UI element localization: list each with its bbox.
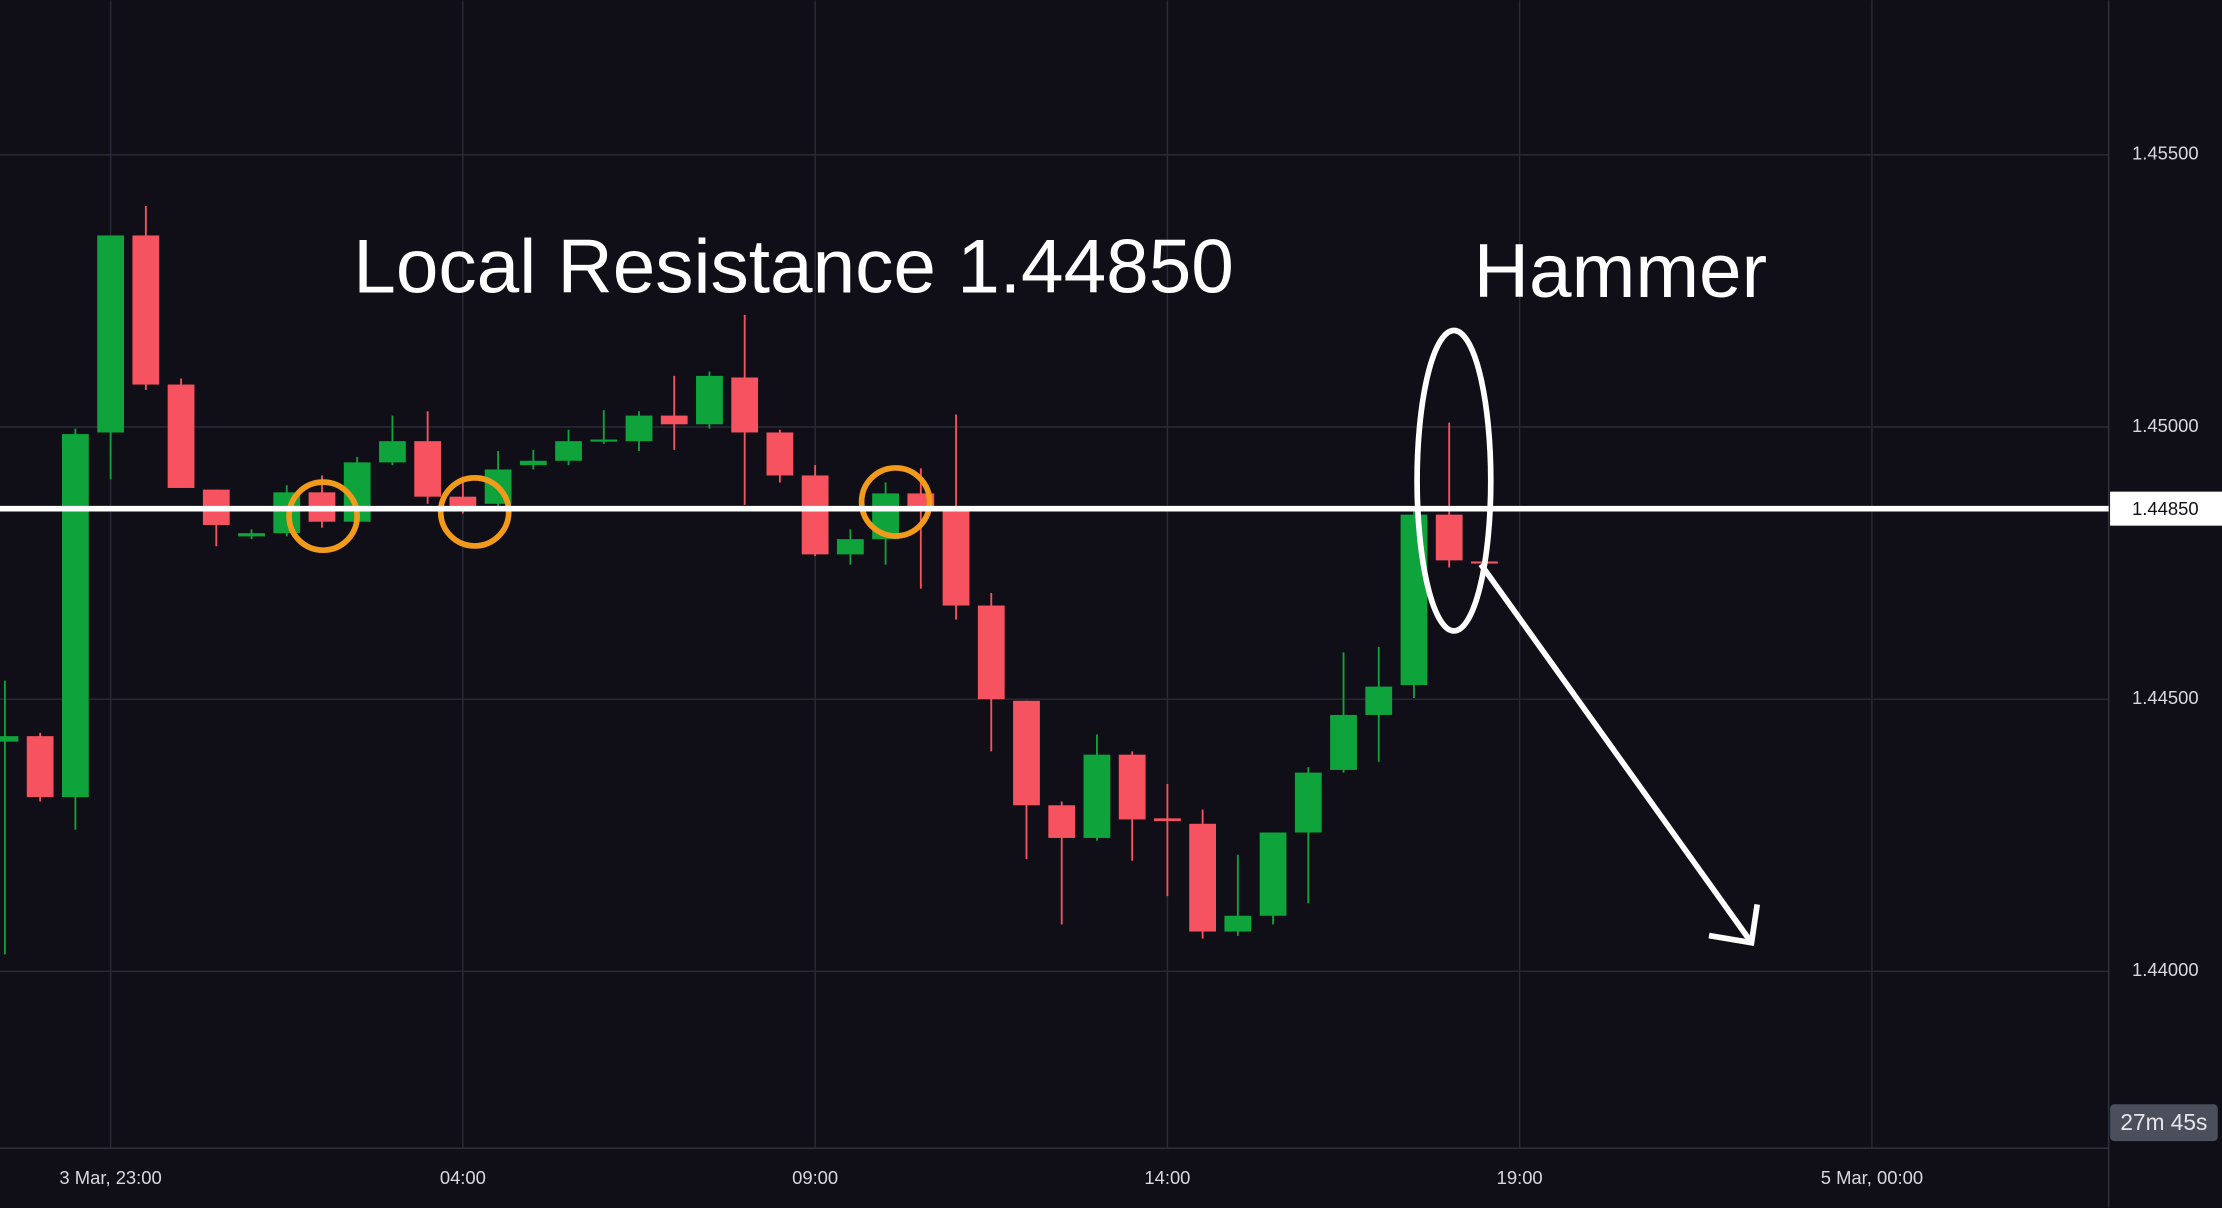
x-tick-label: 04:00	[440, 1167, 486, 1188]
highlight-circle	[286, 479, 360, 553]
candle-body	[696, 375, 723, 425]
candle-body	[1259, 832, 1287, 916]
price-label: 1.44850	[2132, 498, 2199, 519]
candle-body	[977, 605, 1005, 700]
candle-body	[449, 496, 477, 508]
price-label-box	[2110, 491, 2222, 526]
highlight-circle	[437, 475, 512, 549]
candle-body	[942, 507, 970, 606]
candle-body	[625, 415, 653, 442]
candle-body	[519, 460, 547, 466]
candle-body	[1365, 686, 1393, 715]
candle-body	[731, 377, 759, 433]
highlight-ellipse	[1414, 327, 1494, 634]
candle-body	[660, 415, 688, 425]
annotation: Local Resistance 1.44850	[353, 225, 1234, 310]
candle-body	[414, 441, 442, 497]
candle-body	[1224, 915, 1252, 932]
candle-body	[1330, 714, 1357, 770]
candle-body	[801, 475, 829, 555]
candle-body	[1189, 823, 1217, 932]
candle-body	[1294, 772, 1322, 833]
candle-body	[1435, 514, 1463, 561]
candle-body	[1118, 754, 1146, 820]
y-tick-label: 1.44500	[2132, 687, 2199, 708]
candle-body	[766, 432, 794, 476]
x-tick-label: 09:00	[792, 1167, 838, 1188]
candle-body	[0, 736, 19, 742]
y-tick-label: 1.44000	[2132, 959, 2199, 980]
y-tick-label: 1.45500	[2132, 143, 2199, 164]
candle-body	[836, 539, 864, 555]
candle-body	[97, 235, 124, 433]
candle-body	[238, 533, 265, 537]
candle-body	[1048, 805, 1076, 838]
candle-body	[379, 441, 406, 463]
candle-body	[26, 736, 54, 798]
candle-body	[132, 235, 160, 385]
arrow	[1478, 562, 1760, 946]
candle-body	[1083, 754, 1111, 838]
candle-body	[61, 434, 89, 798]
y-tick-label: 1.45000	[2132, 415, 2199, 436]
x-tick-label: 14:00	[1144, 1167, 1190, 1188]
arrow-head	[1708, 904, 1760, 946]
candle-body	[1400, 514, 1428, 685]
highlight-circle	[858, 465, 933, 539]
x-tick-label: 5 Mar, 00:00	[1821, 1167, 1923, 1188]
countdown: 27m 45s	[2120, 1109, 2207, 1135]
candle-body	[555, 441, 582, 461]
arrow-shaft	[1478, 562, 1754, 945]
annotation: Hammer	[1474, 229, 1767, 314]
candle-body	[1013, 700, 1040, 806]
candle-body	[167, 384, 195, 488]
x-tick-label: 19:00	[1497, 1167, 1543, 1188]
candle-body	[590, 439, 618, 442]
x-tick-label: 3 Mar, 23:00	[59, 1167, 161, 1188]
countdown-box	[2110, 1104, 2218, 1142]
candle-body	[1154, 818, 1181, 822]
